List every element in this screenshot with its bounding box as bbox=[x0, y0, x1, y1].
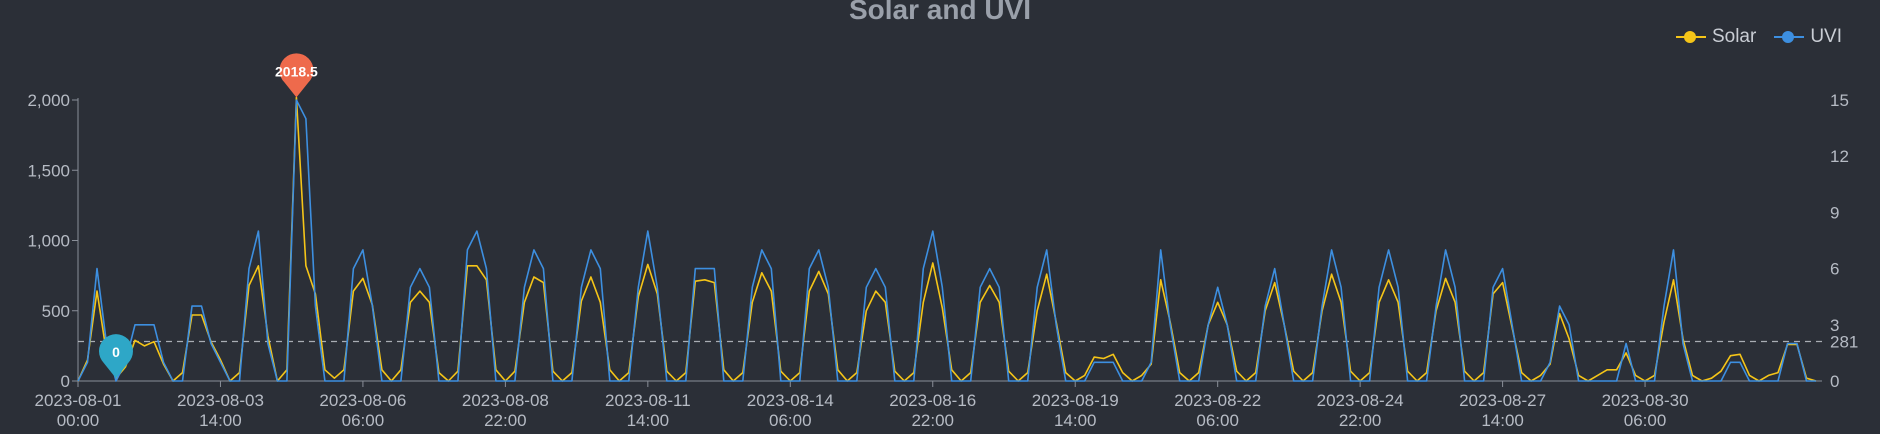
x-tick-label-time: 06:00 bbox=[1196, 411, 1239, 430]
legend-swatch-solar bbox=[1675, 30, 1706, 44]
x-tick-label-time: 06:00 bbox=[342, 411, 385, 430]
y-left-tick-label: 0 bbox=[61, 372, 70, 391]
series-line-uvi bbox=[77, 99, 1816, 382]
x-tick-label-time: 06:00 bbox=[1624, 411, 1667, 430]
y-right-tick-label: 15 bbox=[1830, 91, 1849, 110]
x-tick-label-date: 2023-08-24 bbox=[1317, 391, 1404, 410]
legend-label-solar: Solar bbox=[1711, 26, 1757, 47]
x-tick-label-time: 22:00 bbox=[484, 411, 527, 430]
x-tick-label-time: 22:00 bbox=[1339, 411, 1382, 430]
legend: Solar UVI bbox=[1675, 26, 1842, 48]
legend-label-uvi: UVI bbox=[1810, 26, 1842, 47]
y-right-tick-label: 12 bbox=[1830, 147, 1849, 166]
x-tick-label-time: 00:00 bbox=[57, 411, 100, 430]
x-tick-label-time: 22:00 bbox=[911, 411, 954, 430]
chart-title: Solar and UVI bbox=[848, 0, 1032, 25]
legend-item-uvi[interactable]: UVI bbox=[1774, 26, 1842, 48]
y-right-tick-label: 9 bbox=[1830, 203, 1839, 222]
y-left-tick-label: 1,500 bbox=[27, 161, 70, 180]
mark-point-min-pin bbox=[98, 334, 133, 379]
x-tick-label-date: 2023-08-06 bbox=[319, 391, 406, 410]
mark-point-max-label: 2018.5 bbox=[275, 63, 318, 79]
x-tick-label-date: 2023-08-22 bbox=[1174, 391, 1261, 410]
x-tick-label-time: 14:00 bbox=[1481, 411, 1524, 430]
x-tick-label-date: 2023-08-19 bbox=[1032, 391, 1119, 410]
x-tick-label-time: 14:00 bbox=[1054, 411, 1097, 430]
legend-swatch-uvi bbox=[1774, 30, 1805, 44]
y-left-tick-label: 2,000 bbox=[27, 91, 70, 110]
mark-line-label: 281 bbox=[1830, 333, 1858, 352]
y-right-tick-label: 0 bbox=[1830, 372, 1839, 391]
x-tick-label-date: 2023-08-08 bbox=[462, 391, 549, 410]
x-tick-label-date: 2023-08-14 bbox=[747, 391, 834, 410]
x-tick-label-date: 2023-08-11 bbox=[605, 391, 691, 410]
x-tick-label-date: 2023-08-30 bbox=[1602, 391, 1689, 410]
y-left-tick-label: 1,000 bbox=[27, 232, 70, 251]
x-tick-label-date: 2023-08-01 bbox=[35, 391, 122, 410]
x-tick-label-time: 14:00 bbox=[627, 411, 670, 430]
x-tick-label-date: 2023-08-27 bbox=[1459, 391, 1546, 410]
y-left-tick-label: 500 bbox=[42, 302, 70, 321]
x-tick-label-date: 2023-08-16 bbox=[889, 391, 976, 410]
y-right-tick-label: 3 bbox=[1830, 316, 1839, 335]
x-tick-label-time: 14:00 bbox=[199, 411, 242, 430]
mark-point-max-pin bbox=[279, 53, 314, 98]
x-tick-label-date: 2023-08-03 bbox=[177, 391, 264, 410]
legend-item-solar[interactable]: Solar bbox=[1675, 26, 1757, 48]
y-right-tick-label: 6 bbox=[1830, 260, 1839, 279]
mark-point-min-label: 0 bbox=[112, 344, 120, 360]
x-tick-label-time: 06:00 bbox=[769, 411, 812, 430]
